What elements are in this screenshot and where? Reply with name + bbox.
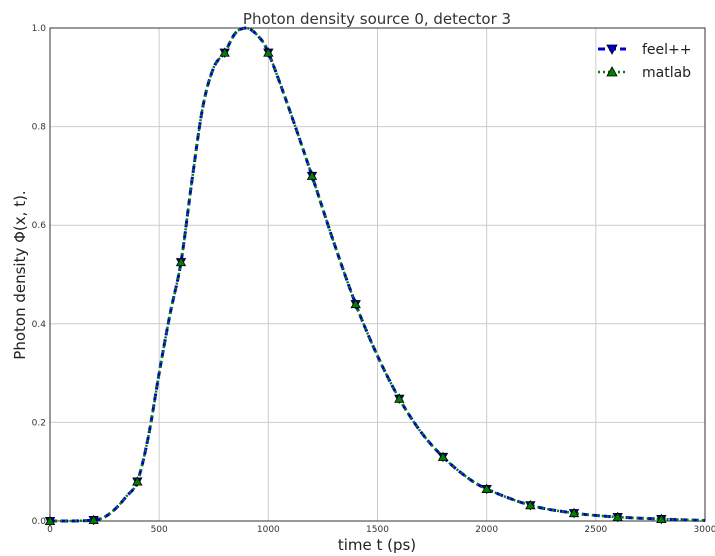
chart-title: Photon density source 0, detector 3 bbox=[243, 10, 511, 28]
matlab-data-point bbox=[481, 483, 492, 493]
x-tick-label: 500 bbox=[151, 525, 168, 535]
legend-marker-feel bbox=[606, 44, 618, 55]
matlab-data-point bbox=[263, 47, 274, 57]
y-tick-label: 0.2 bbox=[32, 418, 46, 428]
matlab-data-point bbox=[88, 514, 99, 525]
x-tick-label: 3000 bbox=[694, 525, 715, 535]
matlab-data-point bbox=[350, 298, 361, 309]
legend-label-matlab: matlab bbox=[642, 65, 691, 81]
series-line-feel bbox=[49, 26, 706, 523]
matlab-data-point bbox=[175, 256, 187, 267]
x-tick-label: 1000 bbox=[257, 525, 280, 535]
series-line-matlab bbox=[49, 26, 706, 523]
grid bbox=[50, 28, 705, 521]
y-tick-label: 0.4 bbox=[32, 320, 47, 330]
matlab-data-point bbox=[394, 393, 405, 403]
matlab-data-point bbox=[612, 511, 623, 522]
matlab-data-point bbox=[525, 499, 536, 510]
legend-item-feel: feel++ bbox=[598, 42, 692, 58]
matlab-data-point bbox=[656, 513, 667, 524]
matlab-data-point bbox=[437, 451, 449, 461]
x-tick-label: 1500 bbox=[366, 525, 389, 535]
legend-marker-matlab bbox=[606, 66, 618, 77]
y-tick-label: 1.0 bbox=[32, 24, 47, 34]
matlab-data-point bbox=[132, 476, 143, 486]
x-axis-label: time t (ps) bbox=[338, 536, 416, 554]
legend-label-feel: feel++ bbox=[642, 42, 692, 58]
y-tick-label: 0.6 bbox=[32, 221, 47, 231]
x-tick-label: 2000 bbox=[475, 525, 498, 535]
y-tick-label: 0.8 bbox=[32, 123, 47, 133]
x-tick-label: 0 bbox=[47, 525, 53, 535]
series-markers bbox=[44, 47, 667, 527]
axis-ticks: 0 500 1000 1500 2000 2500 3000 0.0 0.2 0.4 0.6 0.8 1… bbox=[32, 24, 715, 535]
y-axis-label: Photon density Φ(x, t). bbox=[11, 190, 29, 359]
y-tick-label: 0.0 bbox=[32, 517, 47, 527]
series-lines bbox=[49, 26, 706, 523]
matlab-data-point bbox=[219, 47, 230, 57]
legend-item-matlab: matlab bbox=[598, 65, 691, 81]
plot-frame bbox=[49, 27, 706, 522]
matlab-data-point bbox=[568, 507, 580, 518]
x-tick-label: 2500 bbox=[584, 525, 607, 535]
matlab-data-point bbox=[306, 170, 318, 180]
legend: feel++ matlab bbox=[598, 42, 692, 81]
matlab-data-point bbox=[44, 515, 56, 525]
